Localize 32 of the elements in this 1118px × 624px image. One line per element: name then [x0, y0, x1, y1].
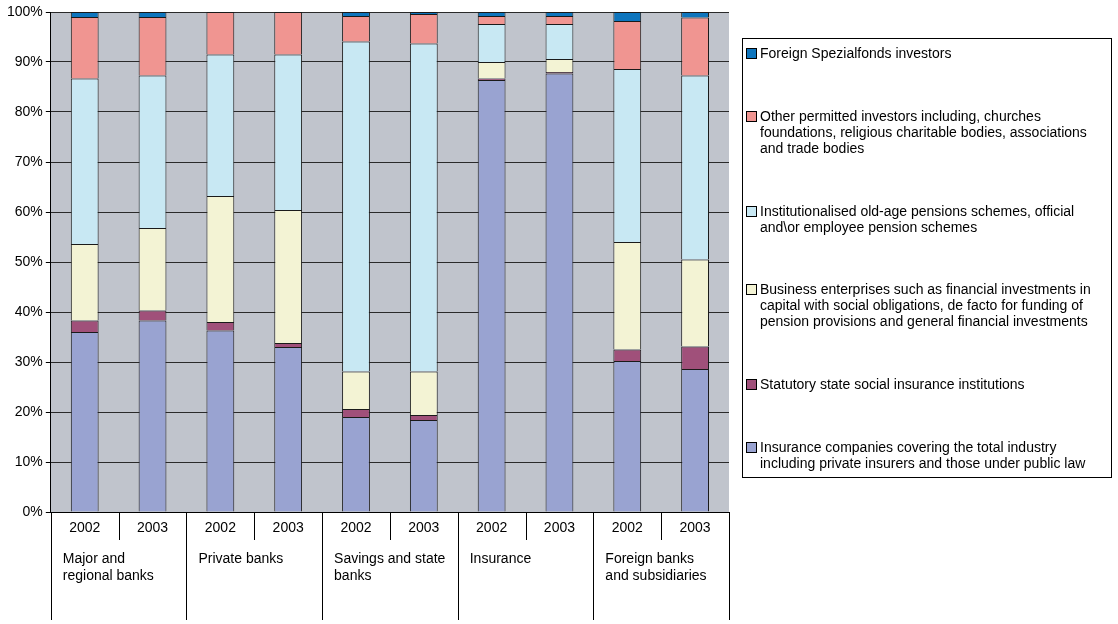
legend-label: Business enterprises such as financial investments in capital with social obligations, de facto for funding of pension provisions and general financial investments — [760, 281, 1092, 330]
legend-label: Statutory state social insurance institutions — [760, 376, 1025, 393]
text: Private banks — [198, 549, 284, 566]
x-tick-label: 2002 — [611, 518, 644, 535]
y-tick-label: 30% — [14, 352, 43, 369]
x-tick-label: 2003 — [136, 518, 169, 535]
y-tick-label: 80% — [14, 102, 43, 119]
x-tick-label: 2002 — [69, 518, 101, 535]
text: Major and regional banks — [62, 549, 154, 583]
x-tick-label: 2003 — [543, 518, 576, 535]
x-tick-label: 2002 — [340, 518, 372, 535]
x-tick-label: 2002 — [476, 518, 508, 535]
legend-label: Insurance companies covering the total industry including private insurers and those under public law — [760, 438, 1087, 471]
x-tick-label: 2003 — [408, 518, 440, 535]
text: Foreign banks and subsidiaries — [605, 549, 707, 583]
y-tick-label: 50% — [14, 252, 43, 269]
y-tick-label: 20% — [14, 402, 43, 419]
y-tick-label: 100% — [6, 2, 43, 19]
y-tick-label: 70% — [14, 152, 43, 169]
legend-label: Foreign Spezialfonds investors — [760, 45, 952, 61]
y-tick-label: 10% — [14, 452, 43, 469]
text: Insurance — [469, 549, 532, 566]
legend-label: Institutionalised old-age pensions schemes, official and\or employee pension schemes — [760, 202, 1076, 235]
x-tick-label: 2003 — [272, 518, 304, 535]
y-tick-label: 0% — [22, 502, 43, 519]
y-tick-label: 40% — [14, 302, 43, 319]
legend-label: Other permitted investors including, churches foundations, religious charitable bodies, associations and trade bodies — [760, 107, 1088, 156]
y-tick-label: 90% — [14, 52, 43, 69]
x-tick-label: 2003 — [679, 518, 711, 535]
x-tick-label: 2002 — [204, 518, 237, 535]
text: Savings and state banks — [334, 549, 446, 583]
y-tick-label: 60% — [14, 202, 43, 219]
